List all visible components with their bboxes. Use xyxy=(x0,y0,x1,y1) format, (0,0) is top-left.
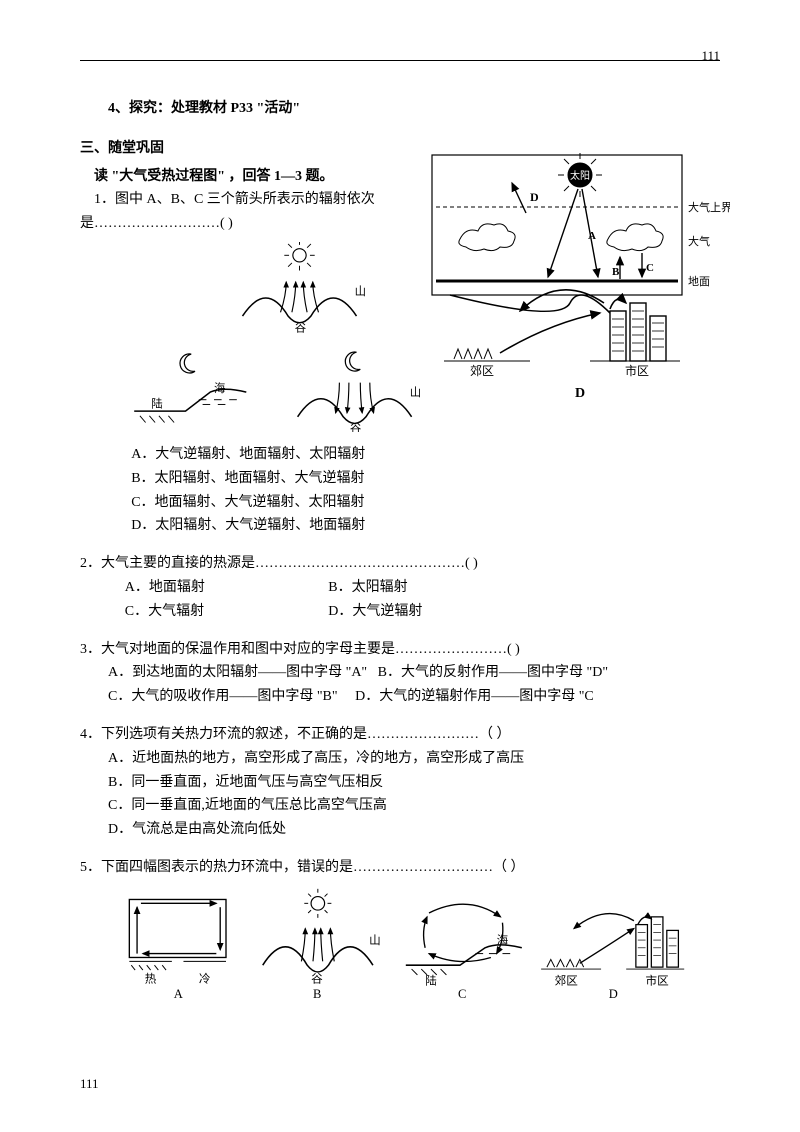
q4-opt-c: C．同一垂直面,近地面的气压总比高空气压高 xyxy=(108,794,720,818)
q1-opt-b: B．太阳辐射、地面辐射、大气逆辐射 xyxy=(131,467,720,491)
page-number-bottom: 111 xyxy=(80,1076,99,1092)
q2-opt-a: A．地面辐射 xyxy=(125,576,325,600)
label-caption-D: D xyxy=(575,386,585,401)
svg-text:山: 山 xyxy=(355,285,366,298)
svg-text:A: A xyxy=(174,987,183,1000)
svg-text:陆: 陆 xyxy=(151,396,162,410)
q3-opt-a: A．到达地面的太阳辐射——图中字母 "A" xyxy=(108,665,367,680)
main-diagram: 太阳 大气上界 大气 地面 xyxy=(430,153,730,413)
label-C: C xyxy=(646,262,654,274)
svg-text:海: 海 xyxy=(497,933,509,947)
label-B: B xyxy=(612,266,620,278)
top-rule xyxy=(80,60,720,61)
svg-text:C: C xyxy=(458,987,466,1000)
svg-text:海: 海 xyxy=(214,381,225,395)
svg-text:山: 山 xyxy=(369,934,381,947)
q4-opt-b: B．同一垂直面，近地面气压与高空气压相反 xyxy=(108,771,720,795)
q2-opt-b: B．太阳辐射 xyxy=(328,576,528,600)
svg-text:谷: 谷 xyxy=(350,422,362,432)
label-suburb: 郊区 xyxy=(470,364,494,378)
section-4-title: 4、探究：处理教材 P33 "活动" xyxy=(80,97,720,121)
q3-opt-c: C．大气的吸收作用——图中字母 "B" xyxy=(108,689,338,704)
label-top-boundary: 大气上界 xyxy=(688,200,730,214)
q4-opt-a: A．近地面热的地方，高空形成了高压，冷的地方，高空形成了高压 xyxy=(108,747,720,771)
label-D: D xyxy=(530,190,539,204)
svg-text:郊区: 郊区 xyxy=(555,974,579,987)
sun-label: 太阳 xyxy=(570,169,590,182)
svg-text:B: B xyxy=(313,987,321,1000)
svg-text:市区: 市区 xyxy=(646,973,670,987)
q3-stem: 3．大气对地面的保温作用和图中对应的字母主要是……………………( ) xyxy=(80,638,720,662)
label-A: A xyxy=(588,230,596,242)
svg-text:热: 热 xyxy=(145,972,157,985)
q3-opt-b: B．大气的反射作用——图中字母 "D" xyxy=(378,665,608,680)
svg-text:谷: 谷 xyxy=(295,321,307,334)
q4-stem: 4．下列选项有关热力环流的叙述，不正确的是……………………（ ） xyxy=(80,723,720,747)
svg-text:山: 山 xyxy=(410,386,421,399)
label-city: 市区 xyxy=(625,363,649,378)
label-ground: 地面 xyxy=(688,275,710,288)
page-number-top: 111 xyxy=(701,48,720,64)
q1-opt-d: D．太阳辐射、大气逆辐射、地面辐射 xyxy=(131,514,720,538)
q2-stem: 2．大气主要的直接的热源是………………………………………( ) xyxy=(80,552,720,576)
q4-opt-d: D．气流总是由高处流向低处 xyxy=(108,818,720,842)
q5-stem: 5．下面四幅图表示的热力环流中，错误的是…………………………（ ） xyxy=(80,856,720,880)
svg-text:D: D xyxy=(609,987,618,1000)
q1-opt-c: C．地面辐射、大气逆辐射、太阳辐射 xyxy=(131,491,720,515)
label-atmosphere: 大气 xyxy=(688,234,710,248)
svg-text:陆: 陆 xyxy=(425,973,437,987)
q2-opt-c: C．大气辐射 xyxy=(125,600,325,624)
q1-opt-a: A．大气逆辐射、地面辐射、太阳辐射 xyxy=(131,443,720,467)
svg-text:冷: 冷 xyxy=(199,972,211,985)
svg-text:谷: 谷 xyxy=(311,972,323,985)
q3-opt-d: D．大气的逆辐射作用——图中字母 "C xyxy=(355,689,594,704)
q5-figures: 热 冷 A 山 谷 B xyxy=(110,884,720,1005)
q2-opt-d: D．大气逆辐射 xyxy=(328,600,528,624)
